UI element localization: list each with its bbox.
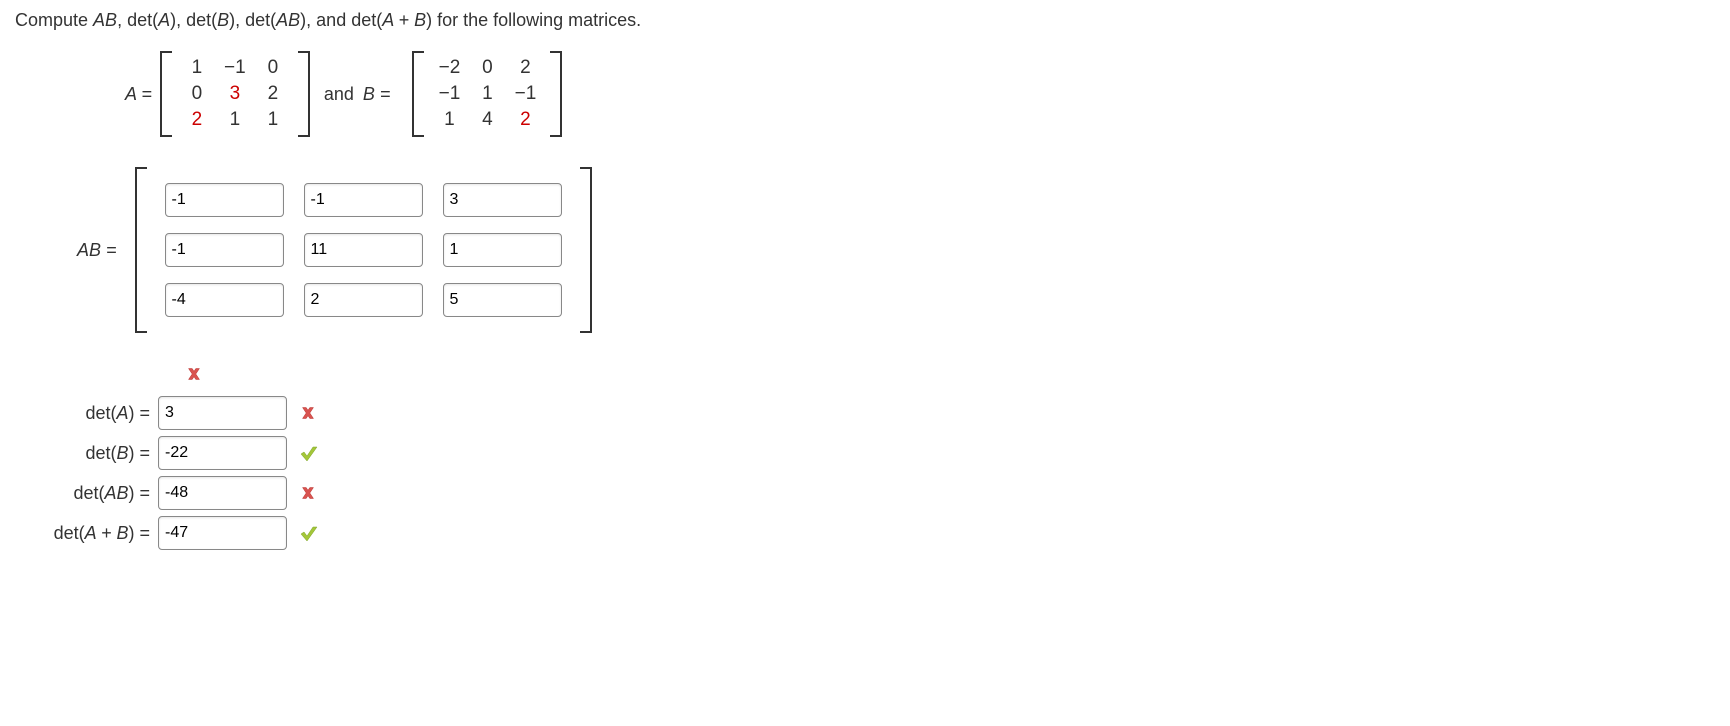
- wrong-icon: [297, 402, 319, 424]
- matrix-cell: 1: [216, 107, 254, 133]
- matrix-cell: 3: [216, 81, 254, 107]
- q-m4: ), and det(: [300, 10, 382, 30]
- determinants-section: det(A) = det(B) = det(AB) = det(A + B) =: [15, 363, 1715, 550]
- lpo: ) =: [128, 523, 150, 543]
- matrix-cell: 1: [468, 81, 506, 107]
- bracket-left: [160, 51, 172, 137]
- lv: A: [116, 403, 128, 423]
- matrix-cell: 0: [468, 55, 506, 81]
- lp: det(: [85, 443, 116, 463]
- lp: det(: [54, 523, 85, 543]
- lv: AB: [104, 483, 128, 503]
- matrix-a-label: A =: [125, 84, 152, 105]
- ab-cell-input[interactable]: [443, 283, 562, 317]
- matrix-row: [155, 233, 572, 267]
- matrix-cell: 0: [178, 81, 216, 107]
- lv: B: [116, 443, 128, 463]
- matrix-cell: 1: [254, 107, 292, 133]
- det-a-row: det(A) =: [15, 396, 1715, 430]
- det-apb-label: det(A + B) =: [15, 523, 150, 544]
- ab-cell-input[interactable]: [304, 233, 423, 267]
- det-b-label: det(B) =: [15, 443, 150, 464]
- matrix-cell: 1: [430, 107, 468, 133]
- det-apb-row: det(A + B) =: [15, 516, 1715, 550]
- q-b: B: [217, 10, 229, 30]
- matrix-b-body: −202−11−1142: [424, 51, 550, 137]
- ab-matrix-body: [147, 167, 580, 333]
- matrix-row: 142: [430, 107, 544, 133]
- matrix-row: −202: [430, 55, 544, 81]
- lpo: ) =: [128, 403, 150, 423]
- wrong-icon: [183, 363, 205, 385]
- q-m1: , det(: [117, 10, 158, 30]
- det-b-row: det(B) =: [15, 436, 1715, 470]
- ab-input-matrix: [135, 167, 592, 333]
- q-a: A: [158, 10, 170, 30]
- matrix-cell: 2: [506, 107, 544, 133]
- matrix-row: 211: [178, 107, 292, 133]
- matrix-cell: 4: [468, 107, 506, 133]
- given-matrices: A = 1−10032211 and B = −202−11−1142: [125, 51, 1715, 137]
- matrix-b: −202−11−1142: [412, 51, 562, 137]
- det-ab-input[interactable]: [158, 476, 287, 510]
- bracket-right: [550, 51, 562, 137]
- matrix-cell: −2: [430, 55, 468, 81]
- lp: det(: [73, 483, 104, 503]
- q-post: ) for the following matrices.: [426, 10, 641, 30]
- ab-label: AB =: [77, 240, 117, 261]
- matrix-cell: 2: [254, 81, 292, 107]
- matrix-cell: 1: [178, 55, 216, 81]
- lv: A + B: [85, 523, 129, 543]
- wrong-icon: [297, 482, 319, 504]
- bracket-right: [580, 167, 592, 333]
- matrix-a: 1−10032211: [160, 51, 310, 137]
- bracket-right: [298, 51, 310, 137]
- lp: det(: [85, 403, 116, 423]
- matrix-cell: −1: [430, 81, 468, 107]
- matrix-row: 032: [178, 81, 292, 107]
- bracket-left: [412, 51, 424, 137]
- lpo: ) =: [128, 483, 150, 503]
- det-ab-label: det(AB) =: [15, 483, 150, 504]
- question-text: Compute AB, det(A), det(B), det(AB), and…: [15, 10, 1715, 31]
- ab-cell-input[interactable]: [304, 283, 423, 317]
- q-ab: AB: [93, 10, 117, 30]
- det-ab-row: det(AB) =: [15, 476, 1715, 510]
- q-pre: Compute: [15, 10, 93, 30]
- matrix-cell: 2: [178, 107, 216, 133]
- correct-icon: [297, 441, 321, 465]
- and-label: and B =: [324, 84, 399, 105]
- matrix-cell: −1: [506, 81, 544, 107]
- det-b-input[interactable]: [158, 436, 287, 470]
- matrix-row: 1−10: [178, 55, 292, 81]
- matrix-b-label: B =: [363, 84, 391, 104]
- matrix-a-body: 1−10032211: [172, 51, 298, 137]
- det-a-input[interactable]: [158, 396, 287, 430]
- matrix-row: [155, 283, 572, 317]
- ab-cell-input[interactable]: [165, 233, 284, 267]
- q-apb: A + B: [382, 10, 426, 30]
- q-m2: ), det(: [170, 10, 217, 30]
- ab-result-row: AB =: [77, 167, 1715, 333]
- matrix-row: [155, 183, 572, 217]
- matrix-cell: 0: [254, 55, 292, 81]
- ab-cell-input[interactable]: [165, 183, 284, 217]
- ab-cell-input[interactable]: [443, 183, 562, 217]
- bracket-left: [135, 167, 147, 333]
- ab-cell-input[interactable]: [443, 233, 562, 267]
- ab-cell-input[interactable]: [304, 183, 423, 217]
- correct-icon: [297, 521, 321, 545]
- and-text: and: [324, 84, 354, 104]
- q-m3: ), det(: [229, 10, 276, 30]
- matrix-row: −11−1: [430, 81, 544, 107]
- det-apb-input[interactable]: [158, 516, 287, 550]
- ab-cell-input[interactable]: [165, 283, 284, 317]
- matrix-cell: 2: [506, 55, 544, 81]
- mark-above-ab: [173, 363, 1715, 390]
- q-ab2: AB: [276, 10, 300, 30]
- det-a-label: det(A) =: [15, 403, 150, 424]
- lpo: ) =: [128, 443, 150, 463]
- matrix-cell: −1: [216, 55, 254, 81]
